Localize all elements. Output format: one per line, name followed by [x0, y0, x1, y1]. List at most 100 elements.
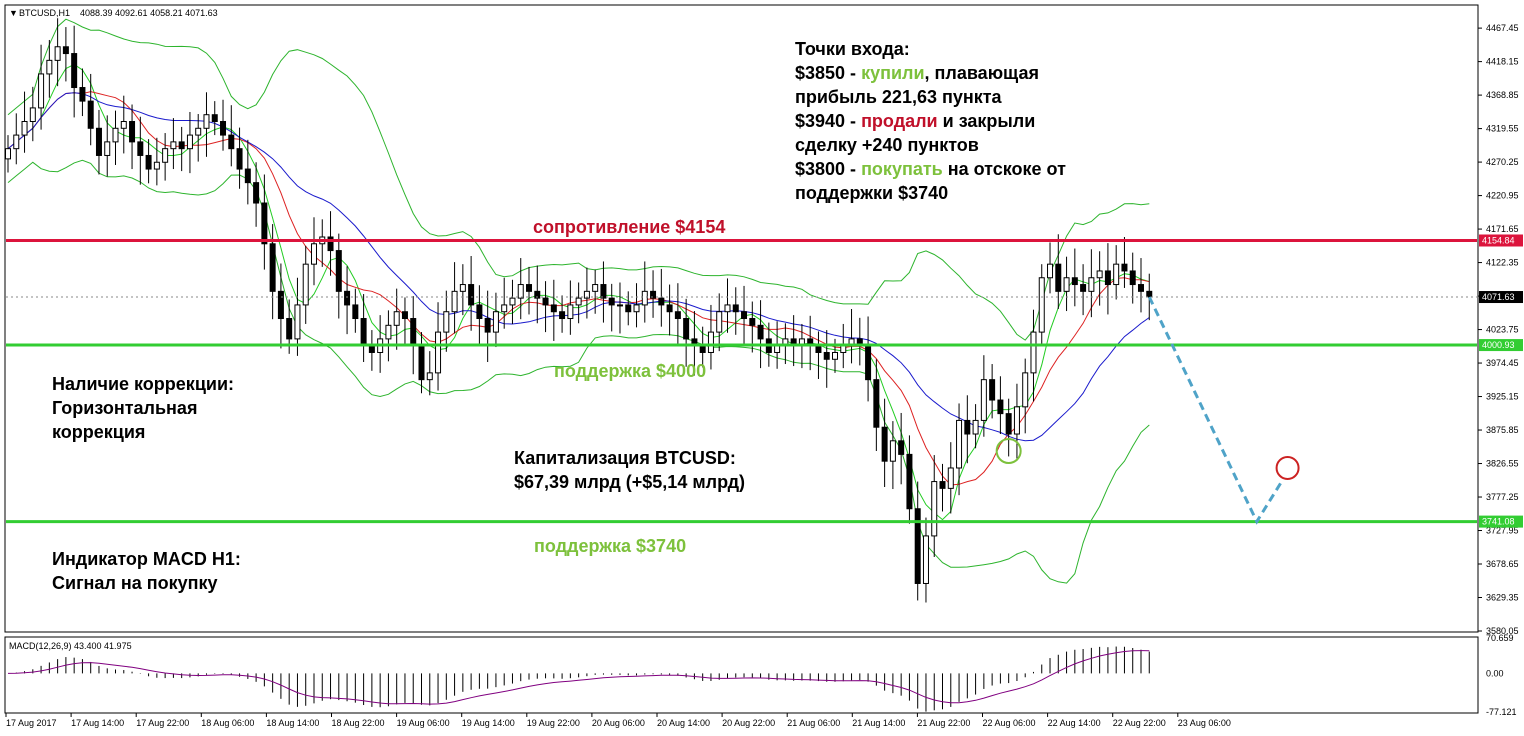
candle-body	[79, 87, 86, 102]
candle-body	[153, 161, 160, 170]
candle-body	[980, 379, 987, 421]
candle-body	[542, 297, 549, 306]
candle-body	[46, 59, 53, 75]
candle-body	[137, 141, 144, 156]
candle-body	[261, 202, 268, 245]
y-tick-label: 3678.65	[1486, 559, 1519, 569]
support2-label: поддержка $3740	[534, 536, 687, 556]
candle-body	[476, 304, 483, 320]
entry-line-4: сделку +240 пунктов	[795, 135, 979, 155]
x-tick-label: 18 Aug 14:00	[266, 718, 319, 728]
candle-body	[443, 311, 450, 333]
candle-body	[195, 127, 202, 136]
candle-body	[426, 372, 433, 381]
candle-body	[484, 318, 491, 333]
candle-body	[1063, 277, 1070, 292]
x-tick-label: 17 Aug 2017	[6, 718, 57, 728]
candle-body	[989, 379, 996, 401]
candle-body	[608, 297, 615, 306]
candle-body	[939, 481, 946, 489]
candle-body	[335, 250, 342, 292]
macd-indicator: 70.659 0.00 -77.121	[7, 633, 1517, 717]
candle-body	[1047, 263, 1054, 279]
candle-body	[674, 311, 681, 320]
candle-body	[550, 304, 557, 313]
y-tick-label: 3974.45	[1486, 358, 1519, 368]
candle-body	[87, 100, 94, 129]
candle-body	[286, 318, 293, 340]
ohlc-readout: 4088.39 4092.61 4058.21 4071.63	[80, 8, 218, 18]
candle-body	[145, 154, 152, 170]
candle-body	[650, 290, 657, 299]
candle-body	[352, 304, 359, 320]
candle-body	[832, 351, 838, 360]
candle-body	[840, 345, 847, 353]
candle-body	[724, 304, 731, 313]
entry-line-1: $3850 - купили, плавающая	[795, 63, 1039, 83]
cap-line-2: $67,39 млрд (+$5,14 млрд)	[514, 472, 746, 492]
macd-y-tick-label: 70.659	[1486, 633, 1514, 643]
entry-line-5: $3800 - покупать на отскоке от	[795, 159, 1066, 179]
candle-body	[873, 379, 880, 428]
candle-body	[898, 440, 905, 455]
entry-title: Точки входа:	[795, 39, 910, 59]
macd-signal-note: Индикатор MACD H1: Сигнал на покупку	[52, 547, 241, 595]
entry-line-6: поддержки $3740	[795, 183, 949, 203]
candle-body	[112, 127, 119, 143]
candle-body	[1137, 284, 1144, 292]
projection-path	[1147, 296, 1283, 525]
candle-body	[931, 481, 938, 537]
candle-body	[741, 311, 748, 320]
candle-body	[641, 290, 648, 306]
x-tick-label: 23 Aug 06:00	[1178, 718, 1231, 728]
candle-body	[823, 351, 830, 360]
candle-body	[211, 114, 218, 122]
candle-body	[1030, 331, 1037, 374]
macd-plot-frame	[4, 636, 1479, 714]
candle-body	[310, 243, 317, 265]
candle-body	[757, 324, 764, 340]
candle-body	[62, 46, 69, 55]
candle-body	[815, 345, 822, 353]
candle-body	[368, 345, 375, 353]
candle-body	[683, 318, 690, 340]
x-tick-label: 17 Aug 22:00	[136, 718, 189, 728]
candle-body	[178, 141, 185, 150]
entry-circle	[995, 437, 1022, 464]
y-tick-label: 4467.45	[1486, 23, 1519, 33]
time-axis: 17 Aug 2017 17 Aug 14:00 17 Aug 22:00 18 Au…	[5, 713, 1231, 728]
y-tick-label: 4270.25	[1486, 157, 1519, 167]
correction-note: Наличие коррекции: Горизонтальная коррек…	[52, 372, 234, 444]
candle-body	[203, 114, 210, 129]
candle-body	[104, 141, 111, 156]
x-tick-label: 21 Aug 14:00	[852, 718, 905, 728]
candle-body	[21, 120, 28, 136]
candle-body	[327, 236, 334, 252]
window-title: BTCUSD,H1	[19, 8, 70, 18]
y-tick-label: 3925.15	[1486, 392, 1519, 402]
candle-body	[592, 284, 599, 292]
candle-body	[583, 290, 590, 299]
candle-body	[509, 297, 516, 306]
price-marker-label: 3741.08	[1482, 517, 1515, 527]
candle-body	[244, 168, 251, 184]
macd-note-line-1: Индикатор MACD H1:	[52, 549, 241, 569]
candle-body	[170, 141, 177, 150]
candle-body	[410, 318, 417, 347]
candle-body	[1113, 263, 1120, 286]
macd-note-line-2: Сигнал на покупку	[52, 573, 218, 593]
x-tick-label: 17 Aug 14:00	[71, 718, 124, 728]
candle-body	[492, 311, 499, 333]
candle-body	[947, 467, 954, 489]
x-tick-label: 22 Aug 22:00	[1113, 718, 1166, 728]
bollinger-lower	[7, 159, 1150, 584]
candle-body	[658, 297, 665, 306]
candle-body	[120, 120, 127, 129]
candle-body	[393, 311, 400, 326]
candle-body	[54, 46, 61, 61]
x-tick-label: 20 Aug 22:00	[722, 718, 775, 728]
candle-body	[162, 148, 169, 163]
x-tick-label: 20 Aug 06:00	[592, 718, 645, 728]
candle-body	[1121, 263, 1128, 272]
candle-body	[716, 311, 723, 333]
